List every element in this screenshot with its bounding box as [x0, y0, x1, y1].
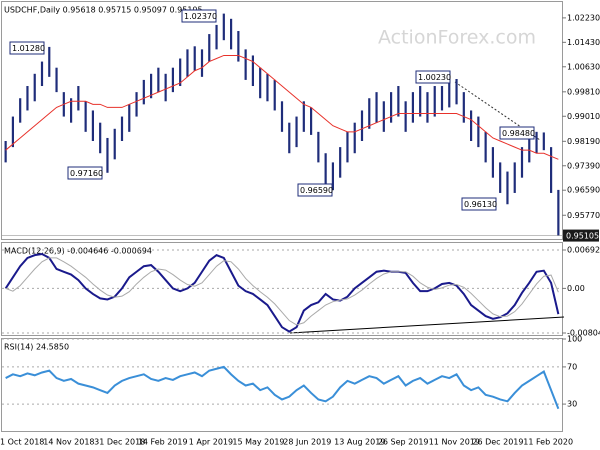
y-tick-label: 0.97390: [567, 161, 600, 170]
annotation: 0.98480: [502, 129, 535, 138]
y-tick-label: 0.95770: [567, 211, 600, 220]
x-tick-label: 11 Feb 2020: [523, 438, 573, 447]
annotation: 0.97160: [70, 169, 103, 178]
annotation-box: [9, 41, 45, 55]
panel-title: USDCHF,Daily 0.95618 0.95715 0.95097 0.9…: [4, 6, 203, 15]
annotation: 1.01280: [12, 44, 45, 53]
y-tick-label: 1.00630: [567, 62, 600, 71]
line: [5, 257, 559, 326]
x-tick-label: 31 Dec 2018: [94, 438, 145, 447]
y-tick-label: 30: [567, 400, 577, 409]
x-tick-label: 1 Oct 2018: [0, 438, 44, 447]
annotation: 1.02370: [184, 12, 217, 21]
macd-panel: [1, 242, 563, 336]
annotation-box: [461, 197, 497, 211]
y-tick-label: -0.008049: [567, 329, 600, 338]
line: [4, 252, 560, 333]
x-tick-label: 28 Jun 2019: [283, 438, 331, 447]
y-tick-label: 0.96590: [567, 186, 600, 195]
annotation-box: [415, 70, 451, 84]
annotation: 1.00230: [418, 73, 451, 82]
x-tick-label: 11 Nov 2019: [429, 438, 480, 447]
y-tick-label: 1.01430: [567, 38, 600, 47]
line: [5, 54, 559, 160]
x-tick-label: 15 May 2019: [232, 438, 284, 447]
x-tick-label: 26 Sep 2019: [378, 438, 429, 447]
x-tick-label: 14 Nov 2018: [43, 438, 94, 447]
panel-title: MACD(12,26,9) -0.004646 -0.000694: [4, 247, 152, 256]
y-tick-label: 100: [567, 335, 582, 344]
y-tick-label: 0.00: [567, 284, 585, 293]
x-tick-label: 1 Apr 2019: [189, 438, 233, 447]
line: [5, 365, 560, 410]
annotation-box: [181, 9, 217, 23]
y-tick-label: 0.98190: [567, 137, 600, 146]
y-tick-label: 0.006927: [567, 245, 600, 254]
macd-trendline: [289, 316, 565, 334]
y-tick-label: 1.02230: [567, 13, 600, 22]
y-tick-label: 0.99010: [567, 112, 600, 121]
last-price-box: [563, 229, 599, 242]
last-price: 0.95105: [566, 232, 599, 241]
annotation-box: [297, 183, 333, 197]
panel-title: RSI(14) 24.5850: [4, 343, 69, 352]
x-tick-label: 13 Aug 2019: [334, 438, 385, 447]
watermark: ActionForex.com: [378, 27, 536, 49]
annotation-box: [67, 166, 103, 180]
annotation: 0.96130: [464, 200, 497, 209]
x-tick-label: 26 Dec 2019: [472, 438, 523, 447]
price-panel: [1, 1, 563, 240]
y-tick-label: 0.99810: [567, 87, 600, 96]
x-tick-label: 14 Feb 2019: [138, 438, 188, 447]
y-tick-label: 70: [567, 362, 577, 371]
annotation: 0.96590: [300, 186, 333, 195]
annotation-box: [499, 126, 535, 140]
